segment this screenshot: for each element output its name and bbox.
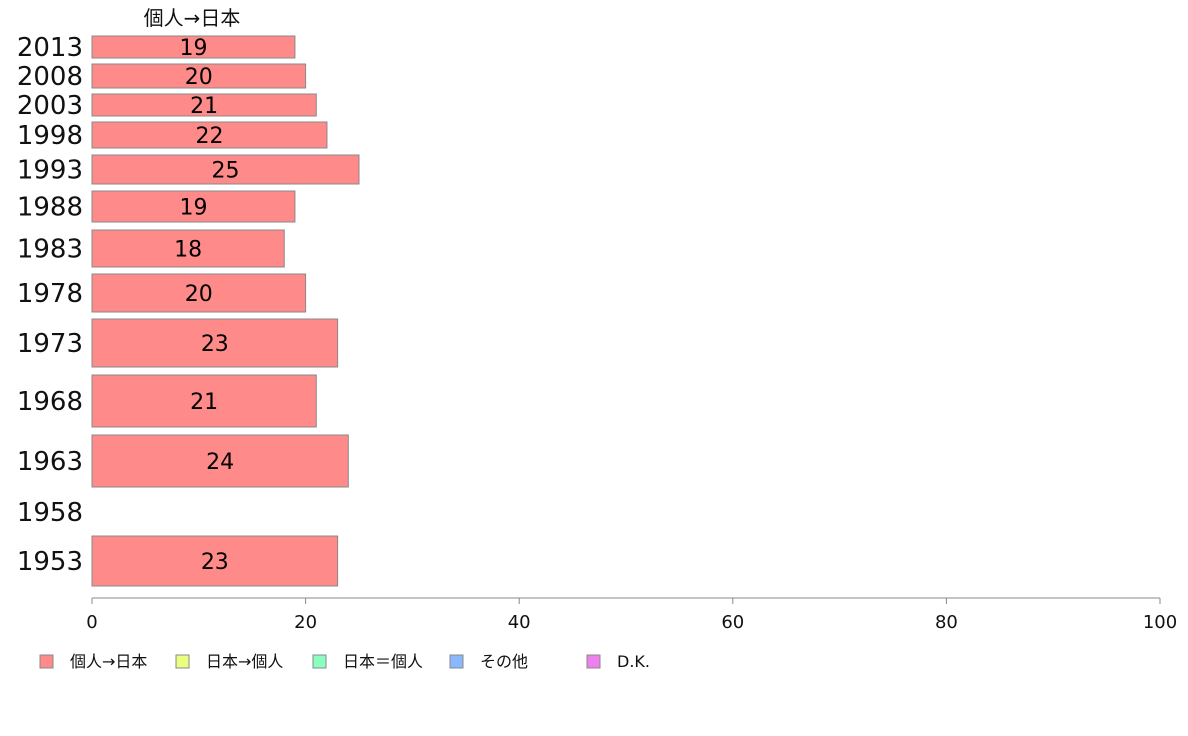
x-tick-label: 40: [508, 612, 531, 633]
bar: [91, 434, 349, 488]
bar: [91, 229, 285, 268]
bar: [91, 535, 339, 587]
bar: [91, 154, 360, 185]
legend-label: 日本→個人: [206, 652, 283, 671]
data-label: 20: [185, 65, 213, 90]
y-tick-label: 1978: [17, 279, 83, 309]
bar: [91, 318, 339, 368]
y-tick-label: 2008: [17, 62, 83, 92]
data-label: 23: [201, 550, 229, 575]
x-tick-label: 20: [294, 612, 317, 633]
x-tick-label: 60: [721, 612, 744, 633]
legend-swatch: [39, 654, 54, 669]
data-label: 23: [201, 332, 229, 357]
data-label: 20: [185, 282, 213, 307]
y-tick-label: 1993: [17, 156, 83, 186]
legend-swatch: [449, 654, 464, 669]
data-label: 19: [179, 196, 207, 221]
x-tick-label: 0: [86, 612, 97, 633]
y-tick-label: 1953: [17, 547, 83, 577]
y-tick-label: 2013: [17, 33, 83, 63]
data-label: 18: [174, 238, 202, 263]
legend: 個人→日本 日本→個人 日本＝個人 その他 D.K.: [39, 652, 650, 671]
y-tick-label: 1973: [17, 329, 83, 359]
y-tick-label: 1998: [17, 121, 83, 151]
series-header: 個人→日本: [144, 6, 241, 30]
legend-label: 個人→日本: [70, 652, 147, 671]
legend-swatch: [312, 654, 327, 669]
data-label: 21: [190, 94, 218, 119]
y-tick-label: 2003: [17, 91, 83, 121]
x-axis: 0 20 40 60 80 100: [86, 597, 1177, 633]
y-tick-label: 1958: [17, 498, 83, 528]
legend-label: 日本＝個人: [343, 652, 423, 671]
y-tick-label: 1963: [17, 447, 83, 477]
bar: [91, 374, 317, 428]
legend-swatch: [586, 654, 601, 669]
bar: [91, 93, 317, 117]
bar: [91, 63, 307, 89]
bar: [91, 121, 328, 149]
data-label: 25: [212, 159, 240, 184]
x-tick-label: 100: [1143, 612, 1177, 633]
bar: [91, 35, 296, 59]
legend-label: その他: [480, 652, 528, 671]
data-label: 22: [195, 124, 223, 149]
bar: [91, 190, 296, 223]
y-tick-label: 1983: [17, 235, 83, 265]
bar: [91, 273, 307, 313]
x-tick-label: 80: [935, 612, 958, 633]
data-label: 19: [179, 36, 207, 61]
legend-label: D.K.: [617, 652, 650, 671]
y-tick-label: 1968: [17, 387, 83, 417]
y-tick-label: 1988: [17, 193, 83, 223]
legend-swatch: [175, 654, 190, 669]
data-label: 21: [190, 390, 218, 415]
data-label: 24: [206, 450, 234, 475]
